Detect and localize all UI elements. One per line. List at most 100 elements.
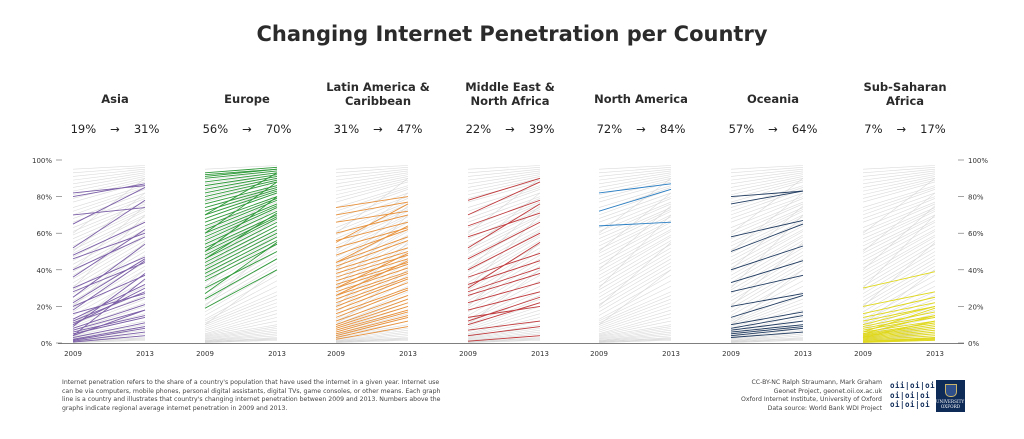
country-line-grey [72,214,146,289]
stat-2013: 31% [133,122,160,136]
x-label-2009: 2009 [854,350,872,358]
country-line-grey [72,320,146,336]
country-line-highlight [598,188,672,212]
country-line-grey [730,295,804,325]
country-line-highlight [467,212,541,238]
country-line-highlight [335,309,409,331]
country-line-grey [204,262,278,305]
country-line-grey [204,269,278,325]
country-line-grey [204,298,278,327]
country-line-grey [204,339,278,343]
x-label-2013: 2013 [926,350,944,358]
country-line-highlight [862,307,936,333]
country-line-grey [467,280,541,320]
country-line-grey [72,168,146,177]
country-line-grey [204,165,278,170]
country-line-highlight [467,232,541,271]
country-line-highlight [862,305,936,322]
stat-2013: 17% [920,122,946,136]
country-line-grey [467,262,541,305]
country-line-highlight [467,241,541,289]
country-line-grey [467,170,541,181]
country-line-grey [335,174,409,188]
country-line-grey [204,247,278,291]
country-line-highlight [204,229,278,267]
country-line-grey [204,320,278,336]
country-line-highlight [335,320,409,338]
country-line-highlight [72,243,146,298]
country-line-grey [467,187,541,212]
region-panel: 2009 2013 [196,165,286,358]
country-line-grey [72,209,146,243]
country-line-grey [335,269,409,325]
country-line-grey [730,201,804,232]
country-line-highlight [72,256,146,289]
country-line-grey [467,185,541,208]
country-line-highlight [335,298,409,326]
x-label-2009: 2009 [459,350,477,358]
y-tick-label-right: 60% [968,230,984,238]
region-name: Middle East & North Africa [465,80,555,108]
country-line-grey [862,192,936,252]
country-line-highlight [72,221,146,256]
country-line-highlight [204,168,278,177]
country-line-grey [598,313,672,335]
country-line-grey [204,333,278,342]
country-line-grey [72,262,146,305]
country-line-highlight [467,291,541,311]
stat-2009: 7% [864,122,883,136]
country-line-grey [862,262,936,305]
country-line-grey [598,295,672,325]
country-line-highlight [204,196,278,252]
stat-2013: 64% [791,122,818,136]
country-line-grey [72,269,146,325]
country-line-highlight [72,260,146,311]
country-line-highlight [204,196,278,223]
country-line-grey [598,168,672,177]
country-line-highlight [862,315,936,335]
country-line-highlight [72,315,146,333]
stat-2013: 47% [396,122,423,136]
country-line-grey [204,251,278,294]
country-line-grey [730,207,804,239]
country-line-highlight [204,185,278,205]
country-line-grey [862,196,936,223]
country-line-grey [467,203,541,236]
oxford-logo-text: UNIVERSITY OF OXFORD [936,399,972,409]
country-line-grey [335,178,409,196]
country-line-grey [598,339,672,343]
country-line-highlight [204,179,278,198]
country-line-grey [730,196,804,223]
country-line-grey [730,291,804,324]
country-line-highlight [335,201,409,216]
country-line-grey [72,201,146,232]
country-line-grey [467,172,541,185]
country-line-grey [72,234,146,276]
y-tick-label-left: 20% [36,303,52,311]
country-line-grey [862,236,936,280]
x-label-2013: 2013 [136,350,154,358]
country-line-grey [598,247,672,291]
country-line-highlight [730,311,804,326]
country-line-highlight [730,245,804,271]
country-line-grey [72,192,146,252]
country-line-highlight [335,267,409,293]
country-line-grey [72,172,146,185]
country-line-grey [335,331,409,341]
country-line-highlight [72,262,146,293]
country-line-grey [467,298,541,327]
country-line-grey [598,172,672,185]
country-line-grey [598,269,672,325]
country-line-highlight [335,251,409,274]
country-line-grey [598,178,672,196]
country-line-grey [204,335,278,342]
country-line-grey [862,221,936,261]
country-line-highlight [598,183,672,194]
y-tick-label-right: 0% [968,340,979,348]
country-line-highlight [72,326,146,340]
x-label-2013: 2013 [662,350,680,358]
country-line-grey [598,225,672,265]
country-line-highlight [862,291,936,307]
country-line-highlight [730,223,804,252]
country-line-grey [730,172,804,185]
